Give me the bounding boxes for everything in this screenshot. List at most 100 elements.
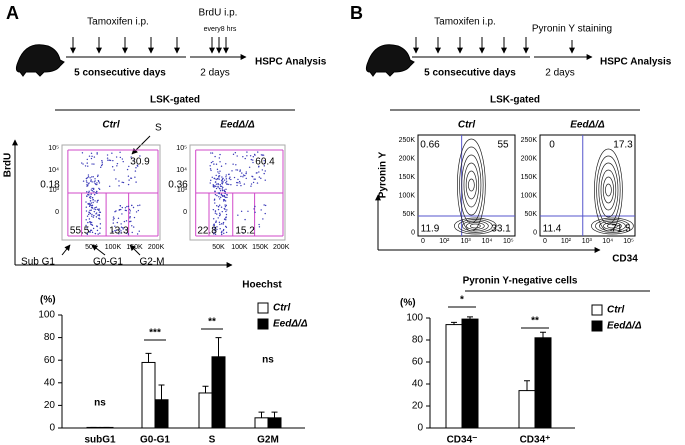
event-dot bbox=[96, 229, 99, 232]
event-dot bbox=[133, 159, 135, 161]
event-dot bbox=[120, 208, 122, 211]
event-dot bbox=[252, 156, 255, 158]
x-tick-label: 150K bbox=[126, 244, 143, 251]
event-dot bbox=[118, 208, 121, 211]
legend-label: EedΔ/Δ bbox=[273, 319, 308, 330]
event-dot bbox=[87, 185, 89, 187]
event-dot bbox=[218, 204, 221, 206]
event-dot bbox=[228, 178, 231, 180]
event-dot bbox=[121, 213, 123, 215]
quadrant-value: 15.2 bbox=[235, 226, 255, 237]
step-label: 2 days bbox=[545, 68, 574, 79]
event-dot bbox=[224, 191, 227, 193]
bar bbox=[518, 390, 536, 429]
event-dot bbox=[108, 159, 110, 161]
event-dot bbox=[214, 233, 217, 235]
contour bbox=[596, 155, 621, 225]
event-dot bbox=[216, 178, 219, 180]
event-dot bbox=[209, 168, 212, 170]
y-tick-label: 40 bbox=[412, 379, 424, 390]
event-dot bbox=[86, 232, 88, 235]
event-dot bbox=[88, 205, 91, 208]
error-bar bbox=[524, 380, 530, 391]
quadrant-value: 55.5 bbox=[70, 226, 90, 237]
event-dot bbox=[126, 168, 129, 171]
event-dot bbox=[125, 232, 128, 234]
event-dot bbox=[93, 191, 95, 193]
event-dot bbox=[91, 231, 94, 234]
y-unit: (%) bbox=[400, 298, 416, 309]
event-dot bbox=[119, 156, 122, 159]
event-dot bbox=[219, 196, 222, 199]
event-dot bbox=[252, 159, 254, 161]
contour bbox=[602, 176, 614, 204]
event-dot bbox=[130, 156, 132, 158]
event-dot bbox=[82, 163, 84, 165]
significance: *** bbox=[149, 328, 161, 339]
event-dot bbox=[112, 230, 114, 233]
event-dot bbox=[132, 226, 135, 228]
event-dot bbox=[86, 162, 88, 164]
y-tick-label: 10⁵ bbox=[48, 145, 59, 152]
event-dot bbox=[89, 212, 92, 215]
event-dot bbox=[135, 181, 137, 183]
x-tick-label: 10⁵ bbox=[503, 238, 514, 245]
phase-label: Sub G1 bbox=[21, 257, 55, 268]
event-dot bbox=[122, 160, 124, 163]
event-dot bbox=[254, 178, 256, 180]
event-dot bbox=[97, 174, 99, 176]
event-dot bbox=[237, 178, 239, 181]
event-dot bbox=[85, 219, 87, 221]
event-dot bbox=[216, 194, 218, 197]
phase-label: G2-M bbox=[140, 257, 165, 268]
event-dot bbox=[88, 213, 90, 216]
event-dot bbox=[236, 184, 238, 187]
contour bbox=[603, 222, 622, 230]
event-dot bbox=[112, 222, 115, 224]
event-dot bbox=[115, 229, 118, 231]
event-dot bbox=[116, 165, 118, 167]
event-dot bbox=[85, 201, 87, 203]
event-dot bbox=[217, 171, 219, 173]
event-dot bbox=[86, 191, 88, 193]
event-dot bbox=[127, 183, 130, 186]
event-dot bbox=[214, 155, 216, 158]
event-dot bbox=[245, 171, 247, 173]
event-dot bbox=[89, 223, 92, 225]
event-dot bbox=[88, 218, 91, 220]
plot-title: Ctrl bbox=[102, 120, 119, 131]
event-dot bbox=[243, 183, 246, 185]
event-dot bbox=[214, 181, 217, 183]
x-tick-label: CD34⁻ bbox=[447, 435, 478, 445]
error-bar bbox=[451, 321, 457, 325]
event-dot bbox=[215, 163, 218, 165]
event-dot bbox=[106, 154, 109, 156]
event-dot bbox=[252, 228, 255, 230]
event-dot bbox=[263, 162, 266, 165]
event-dot bbox=[223, 232, 225, 235]
event-dot bbox=[97, 208, 99, 211]
event-dot bbox=[90, 189, 93, 191]
event-dot bbox=[99, 218, 101, 220]
event-dot bbox=[258, 223, 260, 226]
event-dot bbox=[217, 192, 219, 194]
event-dot bbox=[116, 162, 119, 165]
plot-frame bbox=[539, 134, 636, 237]
schematic bbox=[12, 44, 650, 292]
event-dot bbox=[88, 190, 90, 193]
event-dot bbox=[250, 183, 253, 185]
plot-frame bbox=[61, 144, 161, 241]
axis-label: BrdU bbox=[3, 153, 14, 177]
significance: ns bbox=[94, 398, 106, 409]
event-dot bbox=[94, 200, 96, 202]
event-dot bbox=[122, 228, 124, 230]
pointer bbox=[61, 244, 71, 256]
event-dot bbox=[86, 181, 88, 184]
event-dot bbox=[88, 196, 91, 199]
event-dot bbox=[89, 200, 92, 202]
y-tick-label: 60 bbox=[44, 355, 56, 366]
event-dot bbox=[222, 221, 225, 224]
y-tick-label: 100K bbox=[521, 192, 538, 199]
event-dot bbox=[213, 233, 215, 235]
event-dot bbox=[95, 206, 98, 208]
